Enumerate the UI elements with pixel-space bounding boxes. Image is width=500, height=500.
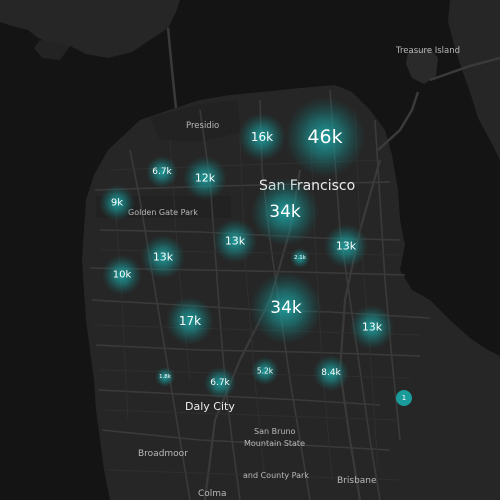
- cluster-count: 9k: [111, 198, 123, 209]
- cluster[interactable]: 13k: [324, 224, 368, 268]
- land-eastbay: [448, 0, 500, 160]
- cluster-glow: [141, 235, 185, 279]
- cluster-count: 8.4k: [321, 368, 341, 378]
- cluster-count: 16k: [251, 130, 273, 144]
- label-treasure-island: Treasure Island: [395, 46, 460, 56]
- cluster[interactable]: 2.1k: [290, 248, 310, 268]
- cluster[interactable]: 9k: [99, 185, 135, 221]
- label-presidio: Presidio: [186, 121, 219, 131]
- cluster-count: 6.7k: [210, 378, 230, 388]
- cluster-glow: [251, 357, 279, 385]
- cluster-glow: [324, 224, 368, 268]
- cluster-count: 2.1k: [294, 255, 307, 261]
- cluster[interactable]: 16k: [238, 113, 286, 161]
- cluster[interactable]: 46k: [285, 97, 365, 177]
- cluster-glow: [102, 255, 142, 295]
- cluster[interactable]: 13k: [213, 219, 257, 263]
- cluster[interactable]: 34k: [251, 178, 319, 246]
- cluster-glow: [166, 297, 214, 345]
- cluster-count: 46k: [307, 126, 342, 148]
- cluster[interactable]: 8.4k: [313, 355, 349, 391]
- label-daly-city: Daly City: [185, 400, 235, 413]
- cluster-count: 34k: [269, 202, 301, 222]
- marker-dot: [396, 390, 412, 406]
- cluster-glow: [204, 367, 236, 399]
- presidio-area: [150, 100, 240, 142]
- cluster-count: 13k: [362, 321, 383, 334]
- cluster-count: 12k: [195, 172, 216, 185]
- cluster-glow: [183, 156, 227, 200]
- label-san-bruno-line1: San Bruno: [254, 427, 296, 436]
- cluster[interactable]: 34k: [250, 272, 322, 344]
- cluster-glow: [250, 272, 322, 344]
- cluster[interactable]: 5.2k: [251, 357, 279, 385]
- label-golden-gate-park: Golden Gate Park: [128, 208, 198, 217]
- cluster[interactable]: 6.7k: [204, 367, 236, 399]
- cluster-count: 5.2k: [257, 367, 274, 376]
- cluster-count: 13k: [153, 251, 174, 264]
- cluster[interactable]: 13k: [141, 235, 185, 279]
- cluster-count: 10k: [113, 270, 132, 281]
- cluster-glow: [155, 367, 175, 387]
- label-san-bruno-line2: Mountain State: [244, 439, 305, 448]
- bay-bridge-east: [429, 56, 500, 82]
- cluster[interactable]: 10k: [102, 255, 142, 295]
- label-brisbane: Brisbane: [337, 476, 377, 486]
- cluster-glow: [350, 305, 394, 349]
- cluster-glow: [146, 156, 178, 188]
- cluster-count: 17k: [179, 314, 201, 328]
- cluster-glow: [99, 185, 135, 221]
- cluster[interactable]: 13k: [350, 305, 394, 349]
- marker-count: 1: [402, 394, 406, 402]
- cluster-glow: [285, 97, 365, 177]
- cluster-glow: [313, 355, 349, 391]
- cluster-layer: 46k 16k 6.7k 12k 9k 34k 13k 13k: [99, 97, 394, 399]
- cluster-count: 13k: [336, 240, 357, 253]
- cluster-glow: [290, 248, 310, 268]
- bay-bridge: [377, 91, 420, 151]
- single-point-marker[interactable]: 1: [396, 390, 412, 406]
- land-treasure-island: [406, 48, 438, 84]
- cluster-count: 13k: [225, 235, 246, 248]
- label-colma: Colma: [198, 489, 227, 499]
- label-san-bruno-line3: and County Park: [243, 471, 309, 480]
- cluster-count: 34k: [270, 298, 302, 318]
- cluster-count: 1.8k: [159, 374, 172, 380]
- golden-gate-bridge: [166, 27, 178, 109]
- cluster[interactable]: 1.8k: [155, 367, 175, 387]
- cluster[interactable]: 12k: [183, 156, 227, 200]
- land-marin: [0, 0, 180, 58]
- cluster-glow: [238, 113, 286, 161]
- cluster-glow: [251, 178, 319, 246]
- land-marin-2: [34, 40, 70, 60]
- cluster[interactable]: 6.7k: [146, 156, 178, 188]
- cluster-glow: [213, 219, 257, 263]
- cluster[interactable]: 17k: [166, 297, 214, 345]
- label-broadmoor: Broadmoor: [138, 449, 188, 459]
- cluster-count: 6.7k: [152, 167, 172, 177]
